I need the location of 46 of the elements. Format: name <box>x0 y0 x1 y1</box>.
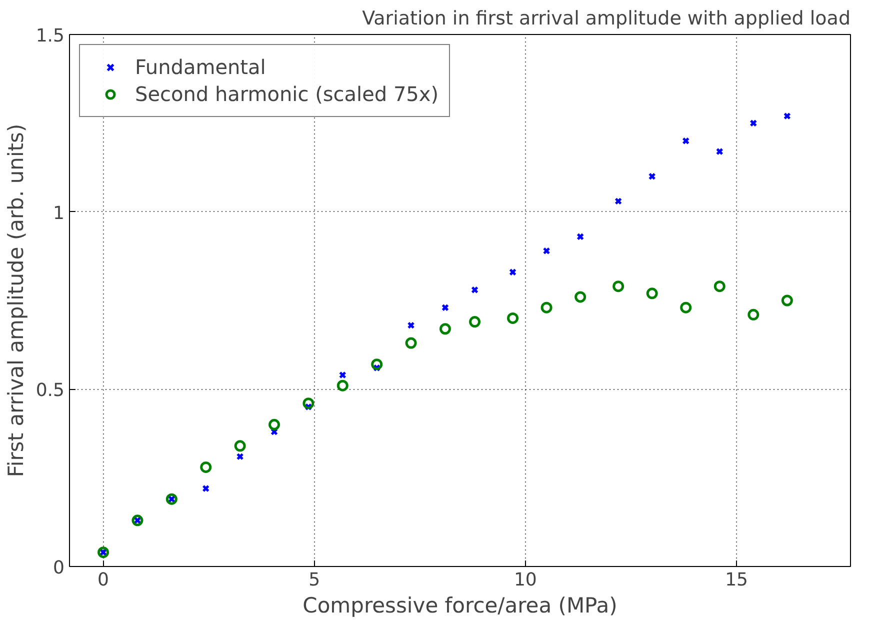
point <box>236 452 244 460</box>
point <box>542 247 550 255</box>
point <box>442 304 449 312</box>
point <box>469 316 481 328</box>
point <box>371 358 383 370</box>
point <box>439 323 451 335</box>
y-tick-label: 1.5 <box>36 26 65 46</box>
point <box>680 302 692 314</box>
point <box>234 440 246 452</box>
x-tick-label: 0 <box>98 570 109 590</box>
point <box>540 302 552 314</box>
y-tick-label: 0.5 <box>36 380 65 402</box>
point <box>336 380 348 392</box>
point <box>716 148 724 156</box>
point <box>612 280 624 292</box>
x-axis-title: Compressive force/area (MPa) <box>302 594 618 618</box>
point <box>200 461 212 473</box>
x-tick-label: 15 <box>725 570 748 590</box>
point <box>202 484 210 492</box>
point <box>781 294 793 306</box>
point <box>302 398 314 410</box>
legend-label: Second harmonic (scaled 75x) <box>135 82 439 106</box>
point <box>682 137 690 145</box>
point <box>338 371 346 379</box>
point <box>748 308 760 320</box>
y-axis-title: First arrival amplitude (arb. units) <box>4 124 28 478</box>
point <box>471 286 478 294</box>
point <box>646 288 658 300</box>
x-tick-label: 10 <box>514 570 537 590</box>
point <box>405 337 417 349</box>
point <box>574 291 586 303</box>
chart-title: Variation in first arrival amplitude with applied load <box>362 8 851 30</box>
point <box>576 232 584 240</box>
point <box>648 172 656 180</box>
y-tick-label: 1 <box>53 202 64 224</box>
x-tick-label: 5 <box>308 570 320 590</box>
point <box>614 197 622 205</box>
point <box>98 546 110 558</box>
point <box>407 322 415 330</box>
point <box>714 280 726 292</box>
point <box>783 112 791 120</box>
point <box>507 312 519 324</box>
point <box>509 268 516 276</box>
legend-label: Fundamental <box>135 55 266 79</box>
point <box>750 119 758 127</box>
point <box>268 418 280 430</box>
